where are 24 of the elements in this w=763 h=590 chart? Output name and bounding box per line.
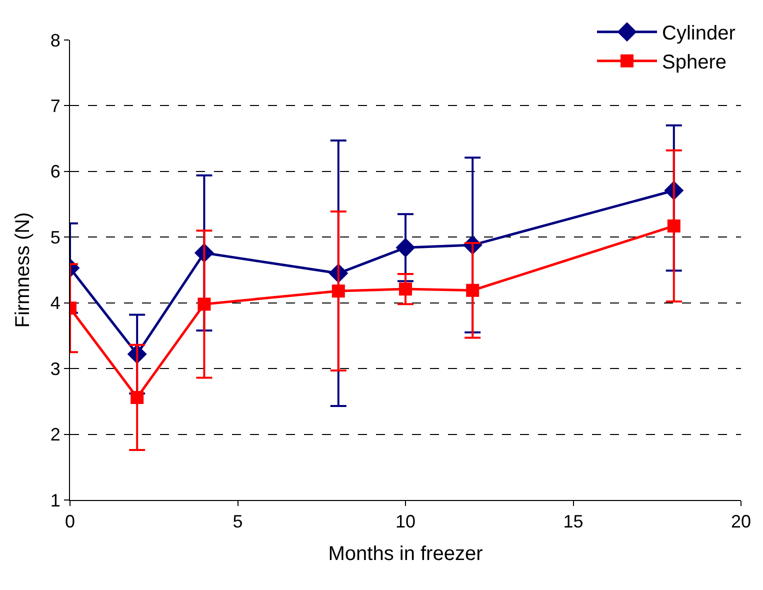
y-tick-label: 3 [50, 358, 60, 379]
x-axis-title: Months in freezer [328, 543, 484, 566]
y-tick-label: 5 [50, 227, 60, 248]
point [332, 284, 345, 298]
y-tick-label: 6 [50, 162, 60, 182]
x-tick-label: 10 [395, 512, 416, 532]
x-tick-label: 0 [64, 512, 76, 532]
point [130, 390, 144, 404]
point [667, 219, 680, 232]
y-tick-label: 2 [50, 424, 60, 445]
point [399, 282, 412, 296]
legend-label: Cylinder [662, 22, 736, 45]
point [396, 238, 416, 258]
y-tick-label: 8 [50, 30, 60, 50]
y-axis-title: Firmness (N) [12, 212, 34, 328]
y-tick-label: 7 [50, 96, 60, 116]
y-tick-label: 4 [50, 293, 60, 314]
x-tick-label: 15 [563, 512, 584, 532]
y-tick-label: 1 [50, 490, 60, 510]
x-tick-label: 5 [232, 512, 243, 532]
point [466, 284, 480, 297]
point [198, 298, 211, 311]
x-tick-label: 20 [730, 512, 752, 532]
legend-label: Sphere [662, 52, 726, 74]
